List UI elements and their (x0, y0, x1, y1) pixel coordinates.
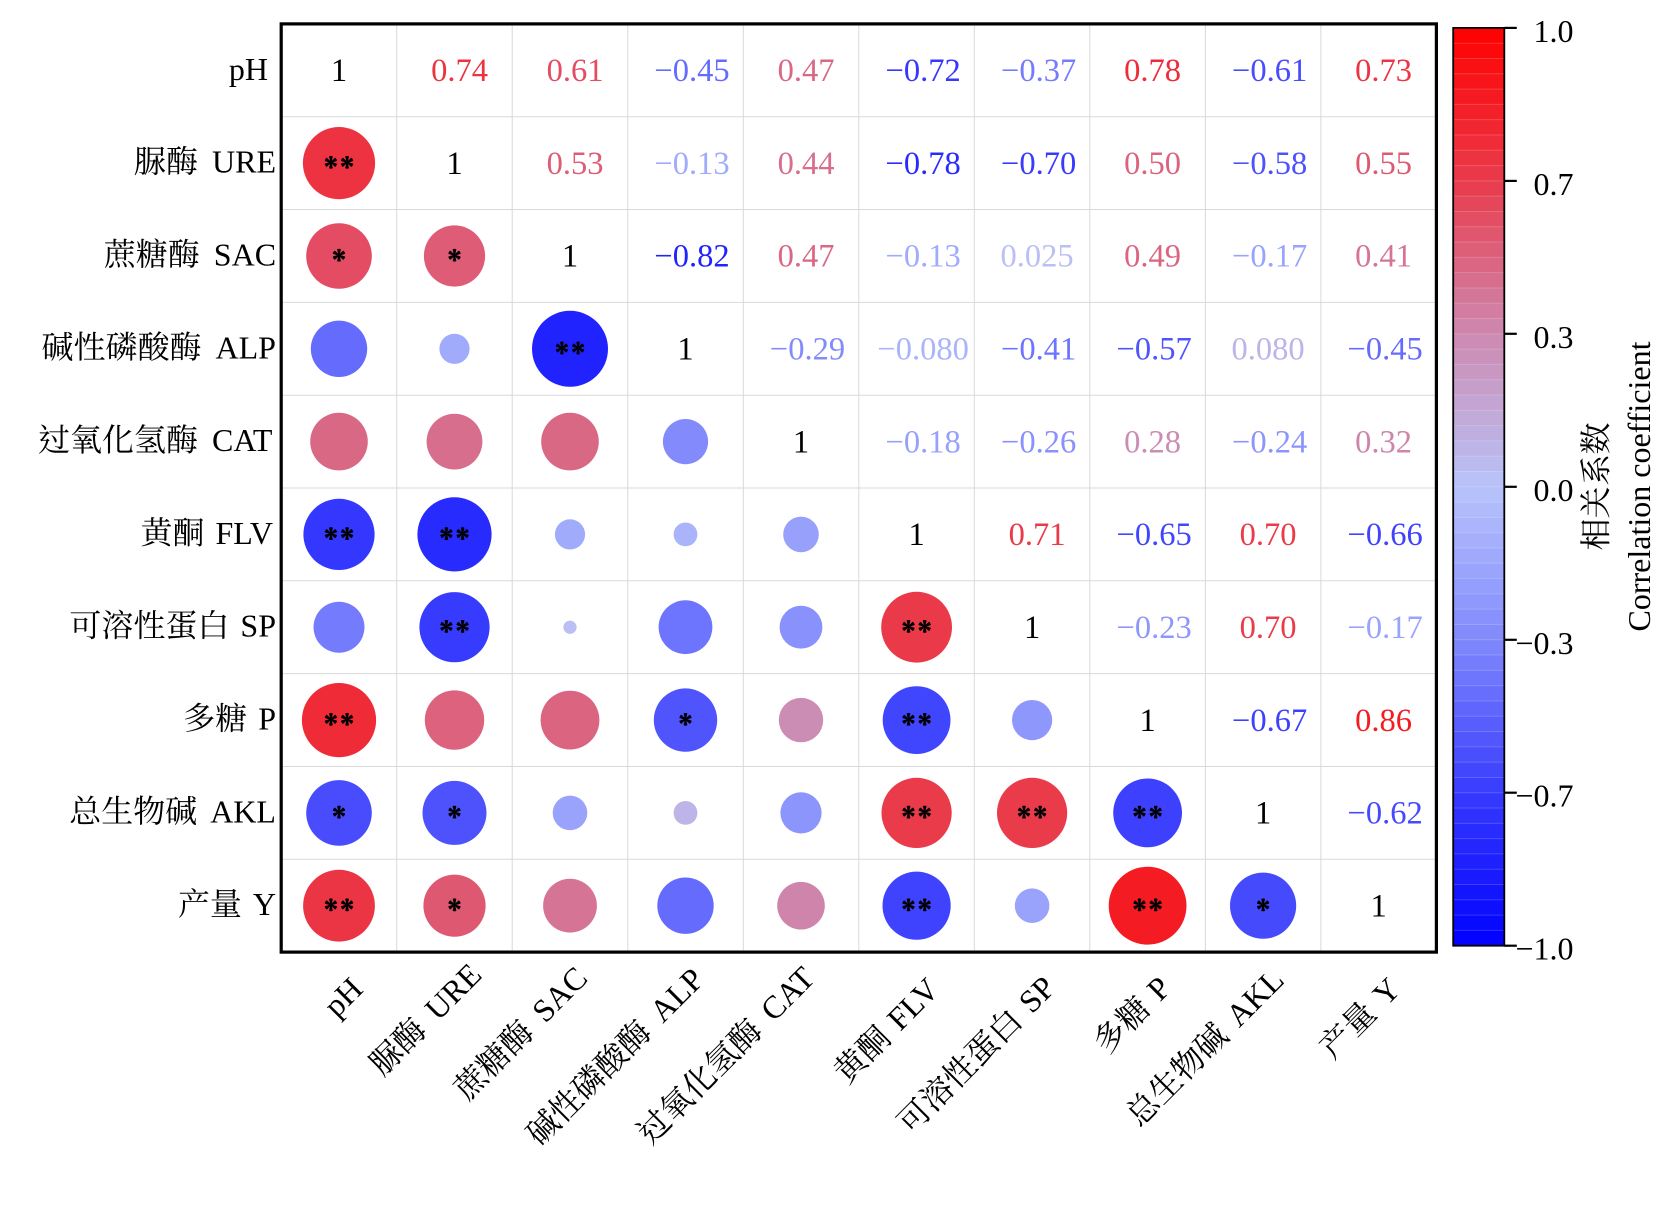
svg-text:1.0: 1.0 (1534, 13, 1574, 49)
svg-text:0.0: 0.0 (1534, 472, 1574, 508)
svg-text:−0.82: −0.82 (654, 239, 729, 275)
svg-text:1: 1 (562, 239, 578, 275)
svg-text:0.61: 0.61 (547, 53, 604, 89)
svg-text:0.78: 0.78 (1124, 53, 1181, 89)
svg-text:−0.37: −0.37 (1001, 53, 1076, 89)
svg-text:−1.0: −1.0 (1516, 931, 1574, 967)
svg-text:ALP: ALP (216, 329, 276, 365)
svg-text:−0.78: −0.78 (885, 146, 960, 182)
svg-text:1: 1 (1255, 796, 1271, 832)
svg-text:1: 1 (677, 332, 693, 368)
svg-text:−0.67: −0.67 (1232, 703, 1307, 739)
svg-text:Correlation coefficient: Correlation coefficient (1621, 341, 1657, 631)
svg-text:1: 1 (331, 53, 347, 89)
svg-text:SAC: SAC (214, 237, 276, 273)
svg-text:0.73: 0.73 (1355, 53, 1412, 89)
svg-text:−0.23: −0.23 (1116, 610, 1191, 646)
svg-text:0.50: 0.50 (1124, 146, 1181, 182)
svg-text:−0.61: −0.61 (1232, 53, 1307, 89)
svg-text:−0.7: −0.7 (1516, 778, 1574, 814)
svg-text:0.74: 0.74 (431, 53, 488, 89)
svg-text:FLV: FLV (216, 515, 274, 551)
svg-text:−0.45: −0.45 (654, 53, 729, 89)
svg-text:1: 1 (1139, 703, 1155, 739)
svg-text:0.025: 0.025 (1001, 239, 1074, 275)
svg-text:0.47: 0.47 (778, 239, 835, 275)
svg-text:0.3: 0.3 (1534, 319, 1574, 355)
svg-text:−0.58: −0.58 (1232, 146, 1307, 182)
svg-text:−0.18: −0.18 (885, 424, 960, 460)
svg-text:1: 1 (1024, 610, 1040, 646)
svg-text:−0.3: −0.3 (1516, 625, 1574, 661)
svg-text:CAT: CAT (212, 422, 273, 458)
svg-text:URE: URE (212, 144, 276, 180)
svg-text:0.47: 0.47 (778, 53, 835, 89)
svg-text:0.53: 0.53 (547, 146, 604, 182)
svg-text:−0.66: −0.66 (1347, 517, 1422, 553)
svg-text:−0.29: −0.29 (770, 332, 845, 368)
svg-text:AKL: AKL (210, 793, 276, 829)
svg-text:0.86: 0.86 (1355, 703, 1412, 739)
svg-text:−0.17: −0.17 (1232, 239, 1307, 275)
svg-text:1: 1 (446, 146, 462, 182)
svg-text:0.49: 0.49 (1124, 239, 1181, 275)
svg-text:0.70: 0.70 (1240, 610, 1297, 646)
svg-text:0.41: 0.41 (1355, 239, 1412, 275)
svg-text:−0.45: −0.45 (1347, 332, 1422, 368)
svg-text:0.7: 0.7 (1534, 166, 1574, 202)
svg-text:−0.26: −0.26 (1001, 424, 1076, 460)
svg-text:0.28: 0.28 (1124, 424, 1181, 460)
svg-text:1: 1 (908, 517, 924, 553)
svg-text:−0.72: −0.72 (885, 53, 960, 89)
svg-text:−0.70: −0.70 (1001, 146, 1076, 182)
svg-text:SP: SP (240, 608, 276, 644)
svg-text:pH: pH (229, 51, 268, 87)
svg-text:−0.41: −0.41 (1001, 332, 1076, 368)
svg-text:1: 1 (1370, 888, 1386, 924)
svg-text:1: 1 (793, 424, 809, 460)
svg-text:0.080: 0.080 (1232, 332, 1305, 368)
svg-text:−0.57: −0.57 (1116, 332, 1191, 368)
svg-text:P: P (258, 701, 276, 737)
svg-text:0.44: 0.44 (778, 146, 835, 182)
svg-text:0.32: 0.32 (1355, 424, 1412, 460)
svg-text:−0.13: −0.13 (885, 239, 960, 275)
svg-text:−0.080: −0.080 (877, 332, 968, 368)
svg-text:−0.62: −0.62 (1347, 796, 1422, 832)
svg-text:0.70: 0.70 (1240, 517, 1297, 553)
svg-text:Y: Y (253, 886, 276, 922)
svg-text:0.71: 0.71 (1009, 517, 1066, 553)
svg-text:−0.17: −0.17 (1347, 610, 1422, 646)
svg-text:−0.13: −0.13 (654, 146, 729, 182)
svg-text:0.55: 0.55 (1355, 146, 1412, 182)
svg-text:−0.65: −0.65 (1116, 517, 1191, 553)
svg-text:−0.24: −0.24 (1232, 424, 1307, 460)
